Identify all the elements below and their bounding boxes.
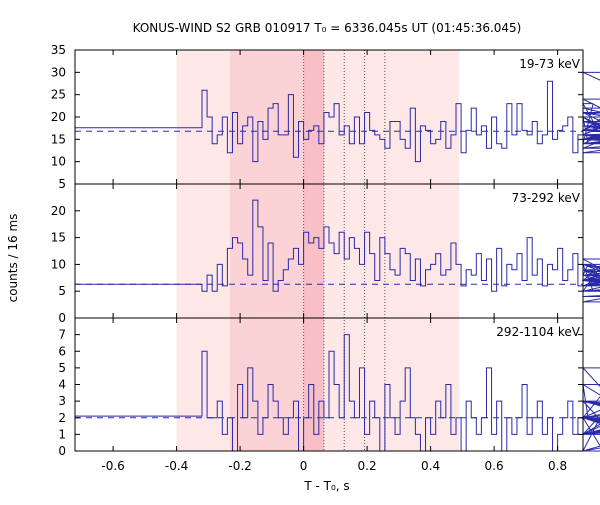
- y-tick-label-panel-3: 1: [58, 427, 66, 441]
- y-tick-label-panel-1: 25: [51, 88, 66, 102]
- y-tick-label-panel-1: 5: [58, 177, 66, 191]
- x-tick-label: 0.6: [485, 459, 504, 473]
- panel-frames: [74, 49, 584, 452]
- y-tick-label-panel-2: 20: [51, 204, 66, 218]
- x-tick-label: -0.4: [165, 459, 188, 473]
- chart-title: KONUS-WIND S2 GRB 010917 T₀ = 6336.045s …: [133, 21, 522, 35]
- x-tick-label: 0.2: [358, 459, 377, 473]
- y-tick-label-panel-2: 0: [58, 311, 66, 325]
- dark-band: [229, 50, 304, 451]
- y-tick-label-panel-3: 5: [58, 361, 66, 375]
- y-tick-label-panel-1: 35: [51, 43, 66, 57]
- center-band: [303, 50, 324, 451]
- highlight-bands: [176, 50, 460, 451]
- y-tick-label-panel-1: 30: [51, 65, 66, 79]
- x-tick-label: 0: [300, 459, 308, 473]
- y-tick-label-panel-1: 20: [51, 110, 66, 124]
- y-tick-label-panel-1: 10: [51, 155, 66, 169]
- x-axis-title: T - T₀, s: [303, 479, 349, 493]
- x-tick-label: -0.2: [228, 459, 251, 473]
- energy-band-label-1: 19-73 keV: [519, 57, 581, 71]
- histogram-panel-3: [75, 334, 600, 452]
- y-axis-title: counts / 16 ms: [6, 214, 20, 303]
- x-tick-label: 0.8: [548, 459, 567, 473]
- y-tick-label-panel-3: 3: [58, 394, 66, 408]
- y-tick-label-panel-2: 5: [58, 284, 66, 298]
- labels: KONUS-WIND S2 GRB 010917 T₀ = 6336.045s …: [6, 21, 581, 493]
- y-tick-label-panel-3: 6: [58, 344, 66, 358]
- y-tick-label-panel-2: 10: [51, 257, 66, 271]
- x-tick-label: -0.6: [101, 459, 124, 473]
- y-tick-label-panel-1: 15: [51, 132, 66, 146]
- y-tick-label-panel-3: 0: [58, 444, 66, 458]
- histogram-panel-1: [75, 71, 600, 163]
- y-tick-label-panel-2: 15: [51, 231, 66, 245]
- energy-band-label-3: 292-1104 keV: [496, 325, 580, 339]
- y-tick-label-panel-3: 7: [58, 328, 66, 342]
- y-tick-label-panel-3: 2: [58, 411, 66, 425]
- energy-band-label-2: 73-292 keV: [512, 191, 581, 205]
- x-tick-label: 0.4: [421, 459, 440, 473]
- y-tick-label-panel-3: 4: [58, 378, 66, 392]
